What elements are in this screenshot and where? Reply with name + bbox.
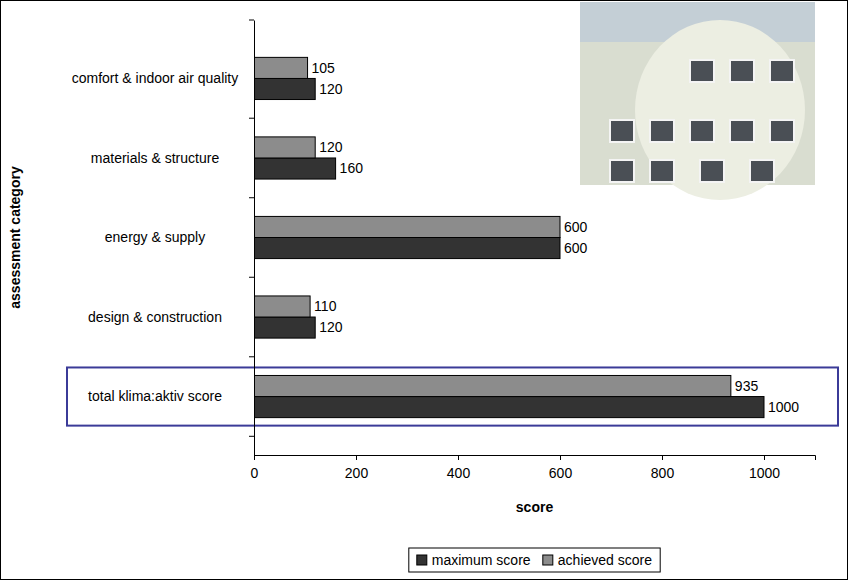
x-axis-title: score <box>516 499 554 515</box>
data-label: 120 <box>319 319 343 335</box>
photo-window <box>610 120 634 142</box>
bar <box>254 397 764 418</box>
legend-label: maximum score <box>432 552 531 568</box>
y-axis-title: assessment category <box>7 166 23 309</box>
x-tick: 0 <box>251 455 259 481</box>
legend-label: achieved score <box>558 552 652 568</box>
highlight-box <box>67 367 838 425</box>
photo-window <box>770 60 794 82</box>
y-tick: total klima:aktiv score <box>88 388 254 404</box>
chart: 120 160 600 120 1000 105 120 600 110 935 0 200 400 60… <box>0 0 848 580</box>
data-labels: 120 160 600 120 1000 105 120 600 110 935 <box>312 60 800 415</box>
x-tick: 1000 <box>749 455 780 481</box>
y-tick: design & construction <box>88 309 254 325</box>
bar <box>254 238 560 259</box>
bar <box>254 137 315 158</box>
x-tick-label: 1000 <box>749 465 780 481</box>
y-tick-label: materials & structure <box>91 150 220 166</box>
frame <box>1 1 848 580</box>
x-tick-label: 200 <box>345 465 369 481</box>
legend-item: maximum score <box>417 552 531 568</box>
bar <box>254 57 308 78</box>
data-label: 600 <box>564 240 588 256</box>
data-label: 935 <box>735 378 759 394</box>
bars <box>254 57 764 417</box>
y-tick-label: comfort & indoor air quality <box>72 70 239 86</box>
photo-window <box>750 160 774 182</box>
legend-swatch <box>417 555 427 565</box>
category-separator <box>249 118 254 119</box>
photo-building <box>635 20 805 200</box>
y-axis-line <box>254 21 255 456</box>
photo-window <box>610 160 634 182</box>
data-label: 600 <box>564 219 588 235</box>
x-tick-label: 600 <box>549 465 573 481</box>
x-tick-label: 800 <box>651 465 675 481</box>
x-tick: 600 <box>549 455 573 481</box>
x-tick-mark <box>764 455 765 460</box>
y-tick-label: energy & supply <box>105 229 205 245</box>
x-tick-label: 400 <box>447 465 471 481</box>
y-tick: energy & supply <box>105 229 254 245</box>
legend-swatch <box>543 555 553 565</box>
photo <box>580 2 815 200</box>
data-label: 120 <box>319 81 343 97</box>
x-tick: 400 <box>447 455 471 481</box>
x-axis-line <box>255 456 816 461</box>
x-tick-label: 0 <box>251 465 259 481</box>
y-axis: comfort & indoor air quality materials & … <box>72 21 255 456</box>
photo-window <box>650 120 674 142</box>
y-tick: materials & structure <box>91 150 254 166</box>
bar <box>254 317 315 338</box>
x-tick-mark <box>356 455 357 460</box>
legend: maximum score achieved score <box>409 548 660 572</box>
category-separator <box>249 20 254 21</box>
y-tick-label: design & construction <box>88 309 222 325</box>
y-tick-label: total klima:aktiv score <box>88 388 222 404</box>
bar <box>254 158 336 179</box>
x-tick: 200 <box>345 455 369 481</box>
bar <box>254 375 731 396</box>
x-tick-mark <box>662 455 663 460</box>
data-label: 160 <box>340 160 364 176</box>
photo-window <box>650 160 674 182</box>
data-label: 1000 <box>768 399 799 415</box>
x-tick: 800 <box>651 455 675 481</box>
x-tick-mark <box>458 455 459 460</box>
bar <box>254 216 560 237</box>
data-label: 110 <box>314 298 337 314</box>
data-label: 105 <box>312 60 336 76</box>
photo-window <box>730 60 754 82</box>
photo-window <box>690 120 714 142</box>
category-separator <box>249 197 254 198</box>
photo-window <box>730 120 754 142</box>
bar <box>254 296 310 317</box>
legend-box <box>409 548 660 572</box>
data-label: 120 <box>319 139 343 155</box>
category-separator <box>249 436 254 437</box>
photo-window <box>770 120 794 142</box>
x-axis: 0 200 400 600 800 1000 <box>251 455 816 481</box>
x-tick-mark <box>254 455 255 460</box>
legend-item: achieved score <box>543 552 652 568</box>
x-tick-mark <box>560 455 561 460</box>
category-separator <box>249 356 254 357</box>
bar <box>254 78 315 99</box>
y-tick: comfort & indoor air quality <box>72 70 254 86</box>
photo-window <box>700 160 724 182</box>
photo-window <box>690 60 714 82</box>
category-separator <box>249 277 254 278</box>
